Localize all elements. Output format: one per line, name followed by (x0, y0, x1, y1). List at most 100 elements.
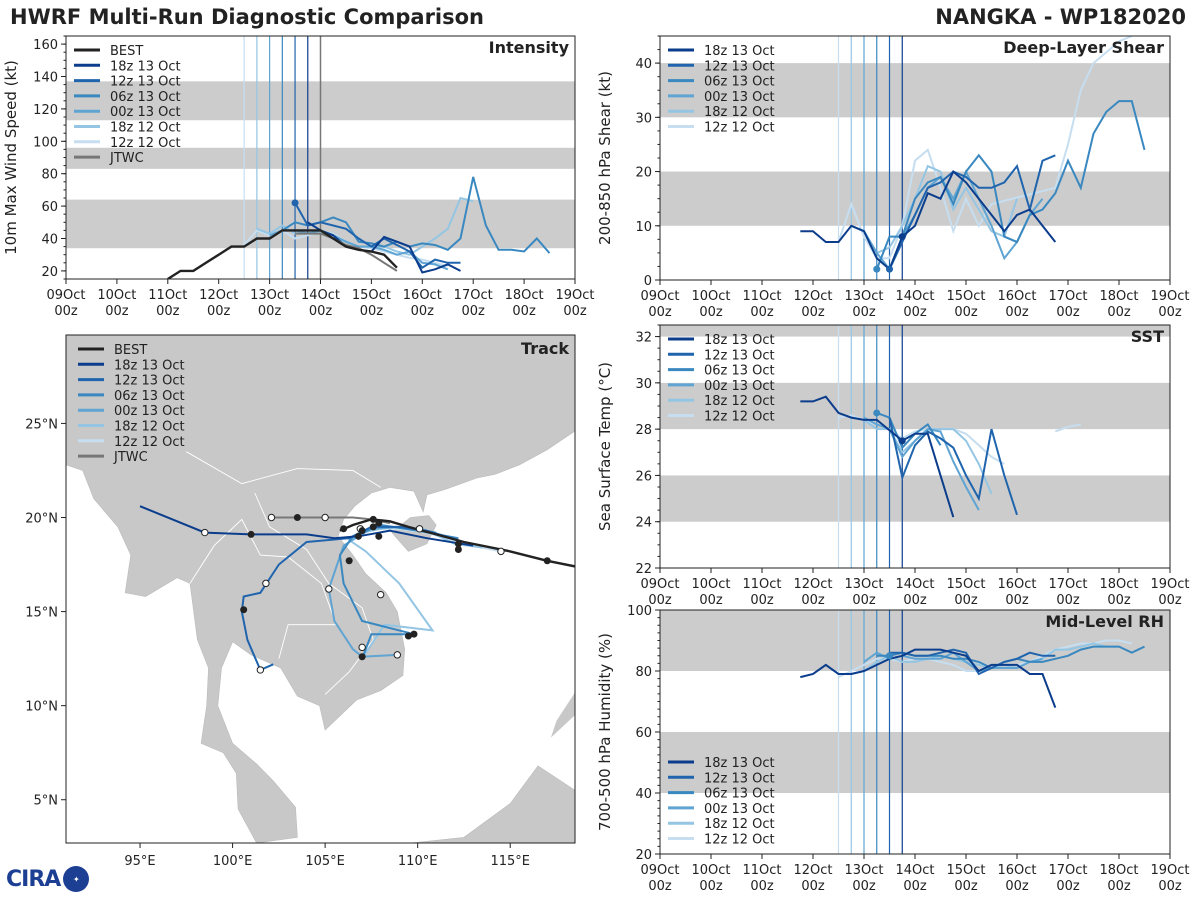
x-tick-label: 00z (258, 304, 282, 319)
x-tick-label: 12Oct (199, 288, 238, 303)
x-tick-label: 95°E (124, 854, 155, 869)
legend-label: 18z 13 Oct (704, 756, 775, 771)
x-tick-label: 00z (801, 305, 825, 320)
x-tick-label: 00z (360, 304, 384, 319)
plot-area (660, 325, 1170, 568)
x-tick-label: 00z (699, 305, 723, 320)
y-tick-label: 22 (635, 562, 652, 577)
x-tick-label: 11Oct (742, 577, 781, 592)
x-tick-label: 16Oct (997, 577, 1036, 592)
series-line (281, 176, 551, 254)
x-tick-label: 00z (648, 879, 672, 894)
series-marker (886, 265, 893, 273)
x-tick-label: 11Oct (148, 288, 187, 303)
track-point-open (262, 579, 270, 588)
series-line (800, 169, 1057, 271)
legend-label: 18z 13 Oct (114, 358, 185, 373)
storm-id-title: NANGKA - WP182020 (935, 5, 1186, 29)
x-tick-label: 13Oct (844, 289, 883, 304)
shaded-band (660, 610, 1170, 671)
series-line (800, 648, 1057, 708)
x-tick-label: 15Oct (946, 289, 985, 304)
legend-label: 18z 12 Oct (114, 420, 185, 435)
legend-label: JTWC (109, 151, 144, 166)
track-point-filled (345, 557, 353, 565)
x-tick-label: 00z (750, 593, 774, 608)
panel-intensity: 2040608010012014016009Oct00z10Oct00z11Oc… (2, 35, 595, 319)
series-marker (291, 199, 299, 207)
y-tick-label: 5°N (34, 794, 59, 809)
legend-label: 18z 13 Oct (704, 333, 775, 348)
panel-title: Mid-Level RH (1045, 612, 1164, 631)
landmass-borneo (410, 765, 575, 843)
series-line (888, 417, 1018, 516)
panel-title: Track (521, 339, 569, 358)
shaded-band (660, 63, 1170, 118)
x-tick-label: 00z (1158, 879, 1182, 894)
x-tick-label: 00z (954, 593, 978, 608)
x-tick-label: 10Oct (691, 863, 730, 878)
series-marker (898, 437, 906, 445)
shaded-band (660, 382, 1170, 430)
legend-label: 12z 12 Oct (114, 435, 185, 450)
x-tick-label: 11Oct (742, 863, 781, 878)
track-point-filled (247, 530, 255, 538)
y-tick-label: 10 (635, 220, 652, 235)
series-line (850, 164, 1018, 255)
series-marker (873, 409, 881, 417)
x-tick-label: 00z (852, 305, 876, 320)
y-tick-label: 26 (635, 469, 652, 484)
track-point-open (201, 528, 209, 537)
track-point-filled (240, 606, 248, 614)
legend-label: 06z 13 Oct (110, 90, 181, 105)
legend-label: 06z 13 Oct (704, 75, 775, 90)
x-tick-label: 00z (1056, 593, 1080, 608)
series-line (295, 232, 398, 272)
y-tick-label: 160 (33, 38, 58, 53)
track-point-open (321, 513, 329, 522)
shaded-band (660, 475, 1170, 522)
panel-rh: 2040608010009Oct00z10Oct00z11Oct00z12Oct… (596, 604, 1190, 894)
shaded-band (660, 325, 1170, 337)
track-point-filled (293, 514, 301, 522)
track-point-open (256, 666, 265, 674)
track-point-filled (354, 532, 362, 540)
island-palawan (550, 692, 575, 738)
y-tick-label: 120 (33, 103, 58, 118)
track-point-filled (543, 557, 551, 565)
series-line (875, 100, 1146, 270)
series-line (863, 416, 980, 511)
x-tick-label: 13Oct (844, 863, 883, 878)
track-point-open (393, 651, 402, 659)
figure-title: HWRF Multi-Run Diagnostic Comparison (10, 5, 485, 29)
legend-label: 00z 13 Oct (704, 802, 775, 817)
x-tick-label: 18Oct (1099, 289, 1138, 304)
x-tick-label: 00z (954, 879, 978, 894)
y-tick-label: 15°N (25, 606, 58, 621)
x-tick-label: 00z (309, 304, 333, 319)
series-line (800, 395, 955, 518)
legend-label: 00z 13 Oct (114, 404, 185, 419)
plot-area (660, 36, 1170, 280)
x-tick-label: 00z (699, 879, 723, 894)
x-tick-label: 19Oct (1150, 863, 1189, 878)
x-tick-label: 14Oct (301, 288, 340, 303)
legend-label: 12z 13 Oct (704, 771, 775, 786)
legend-label: 00z 13 Oct (704, 379, 775, 394)
track-point-open (497, 547, 505, 556)
y-tick-label: 10°N (25, 700, 58, 715)
legend-label: 18z 12 Oct (704, 817, 775, 832)
legend-label: 06z 13 Oct (704, 787, 775, 802)
panel-shear: 01020304009Oct00z10Oct00z11Oct00z12Oct00… (596, 35, 1190, 320)
track-point-open (267, 513, 276, 522)
series-line (307, 221, 461, 274)
x-tick-label: 10Oct (97, 288, 136, 303)
x-tick-label: 15Oct (946, 863, 985, 878)
panel-title: SST (1131, 327, 1164, 346)
x-tick-label: 00z (462, 304, 486, 319)
y-tick-label: 24 (635, 516, 652, 531)
legend-label: 00z 13 Oct (704, 90, 775, 105)
